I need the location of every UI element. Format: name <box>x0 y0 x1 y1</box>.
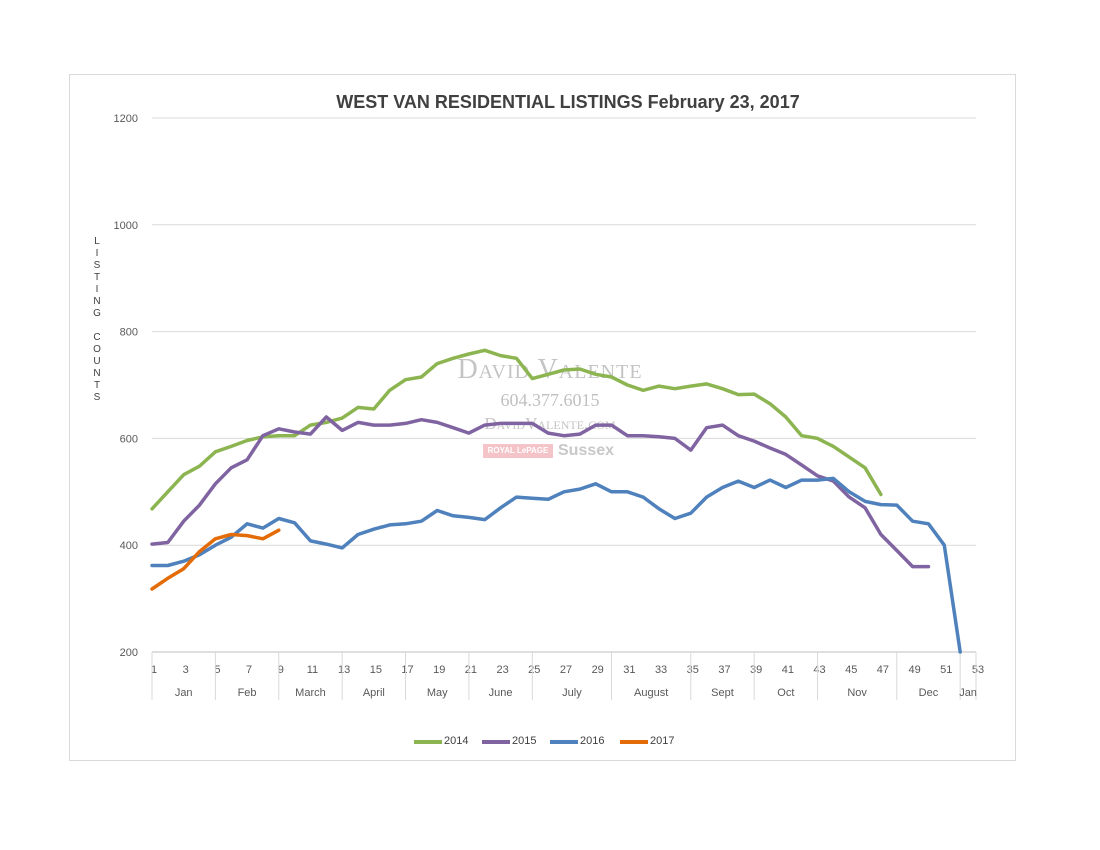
legend-label: 2016 <box>580 735 605 747</box>
x-tick-label: 49 <box>908 664 920 676</box>
month-label: July <box>562 687 582 699</box>
x-tick-label: 9 <box>278 664 284 676</box>
legend-swatch <box>620 740 648 744</box>
y-axis-label-letter: S <box>93 392 101 403</box>
x-tick-label: 47 <box>877 664 889 676</box>
series-line-2014 <box>150 348 883 511</box>
legend-label: 2015 <box>512 735 537 747</box>
x-tick-label: 13 <box>338 664 350 676</box>
x-tick-label: 5 <box>214 664 220 676</box>
x-tick-label: 3 <box>183 664 189 676</box>
x-tick-label: 23 <box>496 664 508 676</box>
y-axis-label-letter: I <box>95 248 99 259</box>
y-axis-label-letter: G <box>93 308 101 319</box>
y-tick-label: 600 <box>120 433 138 445</box>
legend-label: 2017 <box>650 735 675 747</box>
x-tick-label: 7 <box>246 664 252 676</box>
x-tick-label: 35 <box>687 664 699 676</box>
y-tick-label: 400 <box>120 540 138 552</box>
x-tick-label: 25 <box>528 664 540 676</box>
x-tick-label: 45 <box>845 664 857 676</box>
x-tick-label: 29 <box>592 664 604 676</box>
x-tick-label: 1 <box>151 664 157 676</box>
month-label: May <box>427 687 448 699</box>
series-line-2015 <box>150 415 931 569</box>
y-axis-label-letter: N <box>93 368 101 379</box>
month-label: August <box>634 687 668 699</box>
x-tick-label: 11 <box>307 664 318 676</box>
x-tick-label: 41 <box>782 664 794 676</box>
x-tick-label: 19 <box>433 664 445 676</box>
x-tick-label: 37 <box>718 664 730 676</box>
x-tick-label: 51 <box>940 664 952 676</box>
y-tick-label: 1200 <box>114 113 138 125</box>
y-axis-label-letter: T <box>93 272 101 283</box>
x-tick-label: 17 <box>401 664 413 676</box>
month-label: Feb <box>238 687 257 699</box>
y-axis-label-letter: U <box>93 356 101 367</box>
chart-frame <box>69 74 1016 761</box>
y-tick-label: 1000 <box>114 220 138 232</box>
y-axis-label-letter: N <box>93 296 101 307</box>
month-label: Dec <box>919 687 939 699</box>
series-line-2016 <box>150 476 962 654</box>
month-label: Sept <box>711 687 734 699</box>
x-tick-label: 27 <box>560 664 572 676</box>
x-tick-label: 31 <box>623 664 635 676</box>
y-axis-label-letter: S <box>93 260 101 271</box>
legend-swatch <box>414 740 442 744</box>
x-tick-label: 33 <box>655 664 667 676</box>
y-tick-label: 200 <box>120 647 138 659</box>
y-axis-label-letter: L <box>94 236 100 247</box>
chart-title: WEST VAN RESIDENTIAL LISTINGS February 2… <box>336 92 800 112</box>
month-label: April <box>363 687 385 699</box>
month-label: Nov <box>847 687 867 699</box>
y-axis-label-letter: O <box>93 344 101 355</box>
x-tick-label: 43 <box>813 664 825 676</box>
y-axis-label-letter: C <box>93 332 101 343</box>
y-tick-label: 800 <box>120 327 138 339</box>
month-label: Oct <box>777 687 794 699</box>
month-label: Jan <box>175 687 193 699</box>
y-axis-label-letter: T <box>93 380 101 391</box>
legend-label: 2014 <box>444 735 469 747</box>
x-tick-label: 53 <box>972 664 984 676</box>
y-axis-label-letter: I <box>95 284 99 295</box>
legend-swatch <box>482 740 510 744</box>
x-tick-label: 15 <box>370 664 382 676</box>
month-label: March <box>295 687 326 699</box>
chart-legend: 2014 2015 2016 2017 <box>400 734 700 750</box>
month-label: June <box>489 687 513 699</box>
legend-swatch <box>550 740 578 744</box>
x-tick-label: 21 <box>465 664 477 676</box>
x-tick-label: 39 <box>750 664 762 676</box>
series-line-2017 <box>150 528 281 591</box>
month-label: Jan <box>959 687 977 699</box>
